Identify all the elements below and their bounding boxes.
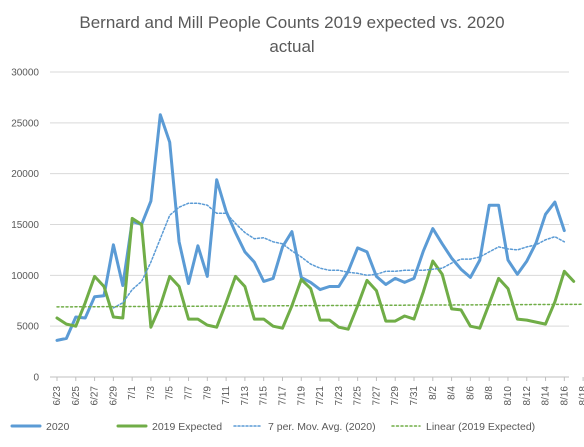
x-tick-label: 7/23 [334, 386, 345, 406]
x-tick-label: 7/27 [371, 386, 382, 406]
x-tick-label: 7/7 [184, 386, 195, 400]
x-tick-label: 8/12 [522, 386, 533, 406]
chart-title-line-2: actual [269, 37, 314, 56]
x-tick-label: 7/1 [127, 386, 138, 400]
x-tick-label: 7/21 [315, 386, 326, 406]
x-tick-label: 6/29 [108, 386, 119, 406]
y-tick-label: 15000 [11, 220, 39, 231]
gridlines [50, 71, 569, 378]
x-tick-label: 8/18 [578, 386, 584, 406]
chart-title-line-1: Bernard and Mill People Counts 2019 expe… [79, 13, 504, 32]
legend-label: 2020 [46, 421, 70, 433]
x-tick-label: 7/5 [165, 386, 176, 400]
x-tick-label: 7/29 [390, 386, 401, 406]
legend-label: 7 per. Mov. Avg. (2020) [268, 421, 376, 433]
x-tick-label: 8/10 [503, 386, 514, 406]
x-tick-label: 6/25 [71, 386, 82, 406]
x-tick-label: 7/31 [409, 386, 420, 406]
x-tick-label: 7/17 [277, 386, 288, 406]
x-axis: 6/23 6/25 6/27 6/29 7/1 7/3 7/5 7/7 7/9 7/11 7/13 7… [50, 376, 584, 406]
x-tick-label: 8/8 [484, 386, 495, 400]
plot-area [55, 113, 584, 342]
x-tick-label: 6/23 [52, 386, 63, 406]
y-tick-label: 30000 [11, 68, 39, 79]
y-tick-label: 0 [33, 373, 39, 384]
legend: 2020 2019 Expected 7 per. Mov. Avg. (2020)… [10, 421, 535, 433]
x-tick-label: 8/16 [559, 386, 570, 406]
y-tick-label: 25000 [11, 118, 39, 129]
x-tick-label: 6/27 [90, 386, 101, 406]
y-tick-label: 5000 [17, 322, 40, 333]
x-tick-label: 7/9 [202, 386, 213, 400]
series-line-2 [112, 202, 566, 309]
x-tick-label: 7/3 [146, 386, 157, 400]
y-axis: 0 5000 10000 15000 20000 25000 30000 [11, 68, 39, 384]
x-tick-label: 8/4 [447, 386, 458, 400]
series-line-1 [55, 216, 576, 331]
x-tick-label: 7/19 [296, 386, 307, 406]
x-tick-label: 7/11 [221, 386, 232, 405]
y-tick-label: 10000 [11, 271, 39, 282]
x-tick-label: 7/25 [353, 386, 364, 406]
x-tick-label: 7/13 [240, 386, 251, 406]
x-tick-label: 8/14 [541, 386, 552, 406]
series-line-3 [56, 303, 584, 308]
x-tick-label: 8/2 [428, 386, 439, 400]
legend-label: 2019 Expected [152, 421, 222, 433]
x-tick-label: 7/15 [259, 386, 270, 406]
y-tick-label: 20000 [11, 169, 39, 180]
x-tick-label: 8/6 [465, 386, 476, 400]
legend-label: Linear (2019 Expected) [426, 421, 535, 433]
